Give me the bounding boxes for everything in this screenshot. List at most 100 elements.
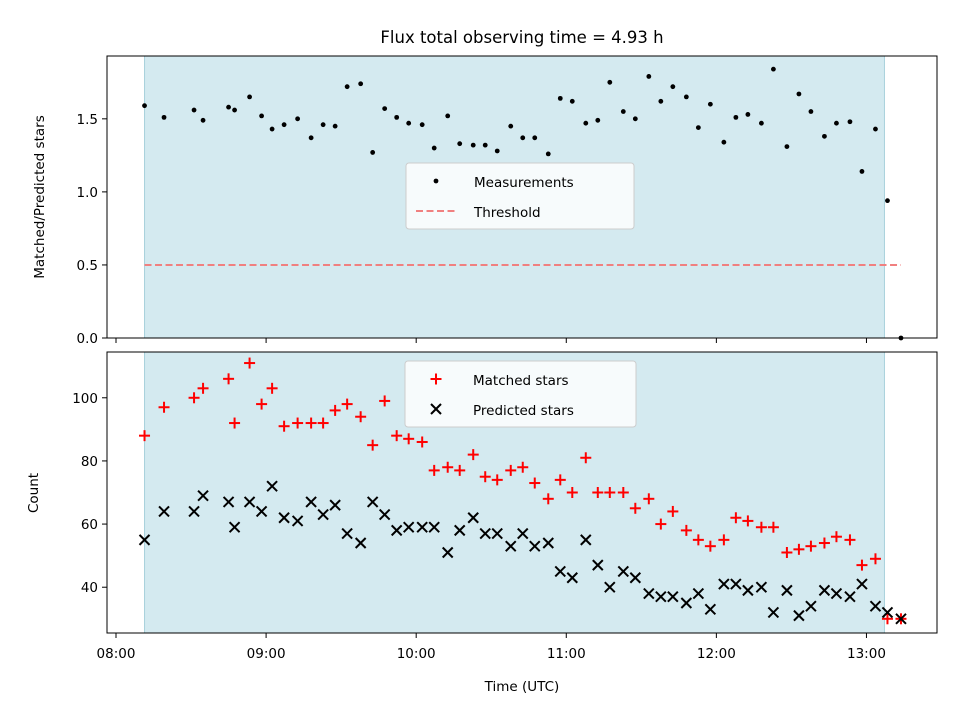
legend-threshold-label: Threshold: [473, 205, 541, 221]
point-x-1-1-57-b: [881, 606, 894, 619]
point-plus-1-0-9: [278, 420, 290, 432]
point-x-1-1-33-b: [580, 534, 592, 546]
point-x-1-1-16: [366, 496, 379, 508]
legend-x-glyph: [430, 403, 442, 415]
point-x-1-1-14-b: [341, 527, 353, 540]
point-plus-1-0-51: [805, 540, 817, 552]
point-x-1-1-5: [228, 521, 241, 533]
legend-count-box: [404, 360, 637, 428]
point-x-1-1-25: [479, 527, 491, 540]
point-x-1-1-29-b: [529, 540, 541, 552]
point-x-1-1-43: [704, 603, 717, 616]
point-dot-0-0-10: [295, 116, 301, 122]
point-x-1-1-42: [692, 587, 705, 600]
point-x-1-1-18: [390, 524, 403, 537]
point-dot-0-0-45: [733, 114, 739, 120]
point-x-1-1-50-b: [793, 609, 805, 622]
point-x-1-1-30-b: [542, 537, 554, 549]
point-plus-1-0-49: [781, 546, 793, 558]
point-x-1-1-22: [441, 546, 454, 559]
point-dot-0-0-55: [859, 169, 865, 174]
point-x-1-1-4-b: [222, 496, 235, 508]
point-plus-1-0-33: [580, 452, 592, 464]
point-x-1-1-41: [680, 597, 693, 609]
point-x-1-1-24: [467, 512, 479, 524]
point-dot-0-0-25: [482, 142, 488, 148]
point-x-1-1-19-b: [402, 521, 415, 533]
point-x-1-1-47-b: [755, 581, 768, 593]
point-dot-0-0-11: [308, 135, 314, 141]
point-plus-1-0-39: [655, 518, 667, 530]
point-dot-0-0-14: [344, 84, 350, 90]
point-plus-1-0-29: [529, 477, 541, 489]
point-x-1-1-39: [655, 590, 667, 603]
point-dot-0-0-6: [247, 94, 252, 100]
point-x-1-1-56: [869, 600, 882, 612]
point-x-1-1-46-b: [742, 584, 754, 597]
legend-measurements-marker: [433, 178, 439, 184]
point-plus-1-0-2: [188, 392, 200, 404]
point-dot-0-0-37: [632, 116, 638, 122]
legend-ratio-box: [405, 162, 635, 230]
point-x-1-1-47: [755, 581, 768, 593]
point-plus-1-0-16: [367, 439, 379, 451]
point-plus-1-0-52: [818, 537, 830, 549]
point-plus-1-0-12: [317, 417, 329, 429]
point-x-1-1-34-b: [592, 559, 604, 571]
point-x-1-1-49-b: [781, 584, 793, 597]
point-dot-0-0-46: [745, 112, 751, 117]
point-dot-0-0-35: [607, 79, 613, 85]
point-x-1-1-57: [881, 606, 894, 619]
point-plus-1-0-41: [680, 524, 692, 536]
point-x-1-1-26-b: [491, 527, 503, 540]
point-x-1-1-40-b: [667, 590, 679, 603]
point-dot-0-0-30: [545, 151, 551, 157]
point-x-1-1-34: [592, 559, 604, 571]
x-tick-label-1: 09:00: [247, 646, 286, 662]
point-x-1-1-23: [454, 524, 466, 537]
point-x-1-1-58-b: [895, 613, 907, 625]
point-plus-1-0-43: [704, 540, 716, 552]
point-x-1-1-52: [818, 584, 831, 597]
point-plus-1-0-4: [223, 373, 235, 385]
point-plus-1-0-38: [643, 493, 655, 505]
legend-x-glyph-b: [430, 403, 442, 415]
point-x-1-1-48-b: [767, 606, 780, 619]
point-dot-0-0-4: [226, 104, 231, 110]
chart-title: Flux total observing time = 4.93 h: [380, 28, 663, 47]
point-x-1-1-6-b: [243, 496, 256, 508]
point-x-1-1-46: [742, 584, 754, 597]
point-dot-0-0-26: [494, 148, 500, 154]
point-dot-0-0-33: [583, 120, 589, 126]
point-x-1-1-38: [643, 587, 655, 600]
point-x-1-1-58: [895, 613, 907, 625]
point-dot-0-0-8: [269, 126, 275, 132]
point-plus-1-0-53: [830, 531, 842, 543]
y-tick-label-1-1: 60: [81, 517, 98, 533]
point-plus-1-0-23: [454, 464, 466, 476]
point-x-1-1-56-b: [869, 600, 882, 612]
point-x-1-1-52-b: [818, 584, 831, 597]
point-dot-0-0-29: [532, 135, 538, 141]
point-plus-1-0-26: [491, 474, 503, 486]
x-tick-label-2: 10:00: [397, 646, 436, 662]
point-x-1-1-10: [291, 515, 304, 527]
point-dot-0-0-50: [796, 91, 802, 97]
point-dot-0-0-32: [569, 98, 575, 104]
point-x-1-1-51-b: [805, 600, 817, 612]
point-plus-1-0-31: [554, 474, 566, 486]
point-x-1-1-30: [542, 537, 554, 549]
point-dot-0-0-13: [332, 123, 338, 129]
point-x-1-1-20-b: [416, 521, 428, 533]
y-tick-label-1-0: 40: [81, 580, 98, 596]
point-dot-0-0-16: [370, 150, 376, 155]
point-dot-0-0-19: [406, 120, 412, 126]
point-x-1-1-28-b: [517, 527, 529, 540]
point-x-1-1-19: [402, 521, 415, 533]
point-x-1-1-16-b: [366, 496, 379, 508]
point-dot-0-0-48: [771, 66, 776, 72]
y-tick-label-1-2: 80: [81, 454, 98, 470]
point-x-1-1-40: [667, 590, 679, 603]
point-plus-1-0-24: [467, 449, 479, 461]
point-x-1-1-22-b: [441, 546, 454, 559]
